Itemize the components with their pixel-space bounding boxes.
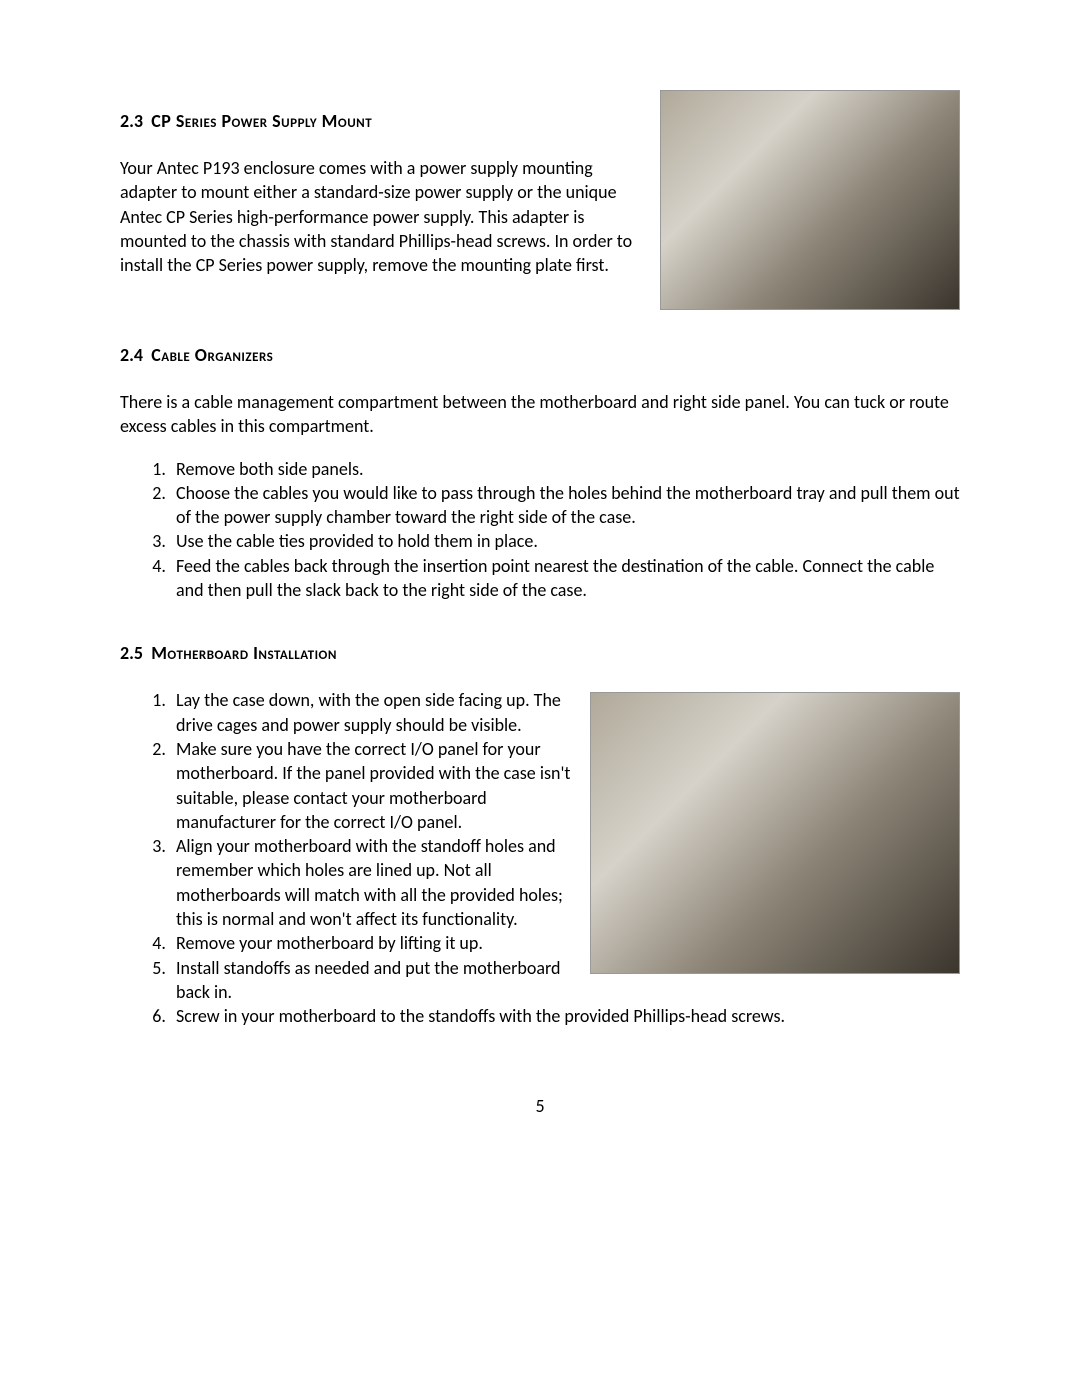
section-title: CP Series Power Supply Mount [151, 110, 372, 132]
step-item: Remove both side panels. [170, 457, 960, 481]
manual-page: 2.3 CP Series Power Supply Mount Your An… [0, 0, 1080, 1397]
section-number: 2.4 [120, 344, 143, 366]
section-title: Motherboard Installation [151, 642, 337, 664]
section-title: Cable Organizers [151, 344, 273, 366]
page-number: 5 [0, 1095, 1080, 1117]
section-2-5-heading: 2.5 Motherboard Installation [120, 642, 960, 664]
section-number: 2.3 [120, 110, 143, 132]
step-item: Screw in your motherboard to the standof… [170, 1004, 960, 1028]
section-2-4-steps: Remove both side panels. Choose the cabl… [120, 457, 960, 603]
section-number: 2.5 [120, 642, 143, 664]
step-item: Choose the cables you would like to pass… [170, 481, 960, 530]
motherboard-install-image [590, 692, 960, 974]
psu-mount-image [660, 90, 960, 310]
step-item: Use the cable ties provided to hold them… [170, 529, 960, 553]
section-2-4-intro: There is a cable management compartment … [120, 390, 960, 439]
step-item: Feed the cables back through the inserti… [170, 554, 960, 603]
intro-lead: Your Antec P193 enclosure [120, 157, 315, 179]
section-2-4-heading: 2.4 Cable Organizers [120, 344, 960, 366]
